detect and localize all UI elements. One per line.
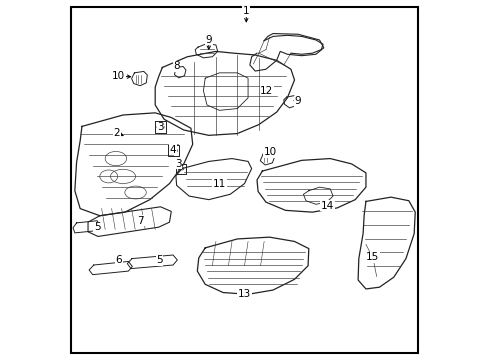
Text: 3: 3 [175,159,182,169]
Text: 6: 6 [115,255,122,265]
Text: 15: 15 [365,252,378,262]
Text: 5: 5 [156,255,163,265]
Text: 3: 3 [157,122,163,132]
Text: 10: 10 [112,71,125,81]
Text: 9: 9 [205,35,212,45]
Text: 4: 4 [169,145,176,155]
Text: 14: 14 [320,201,333,211]
Text: 5: 5 [94,222,101,232]
Text: 7: 7 [137,216,144,226]
Text: 13: 13 [237,289,251,299]
Text: 2: 2 [113,128,120,138]
Text: 11: 11 [212,179,225,189]
Text: 1: 1 [243,6,249,17]
Text: 12: 12 [260,86,273,96]
Text: 10: 10 [263,147,276,157]
Text: 9: 9 [294,96,301,107]
Text: 8: 8 [173,62,180,71]
